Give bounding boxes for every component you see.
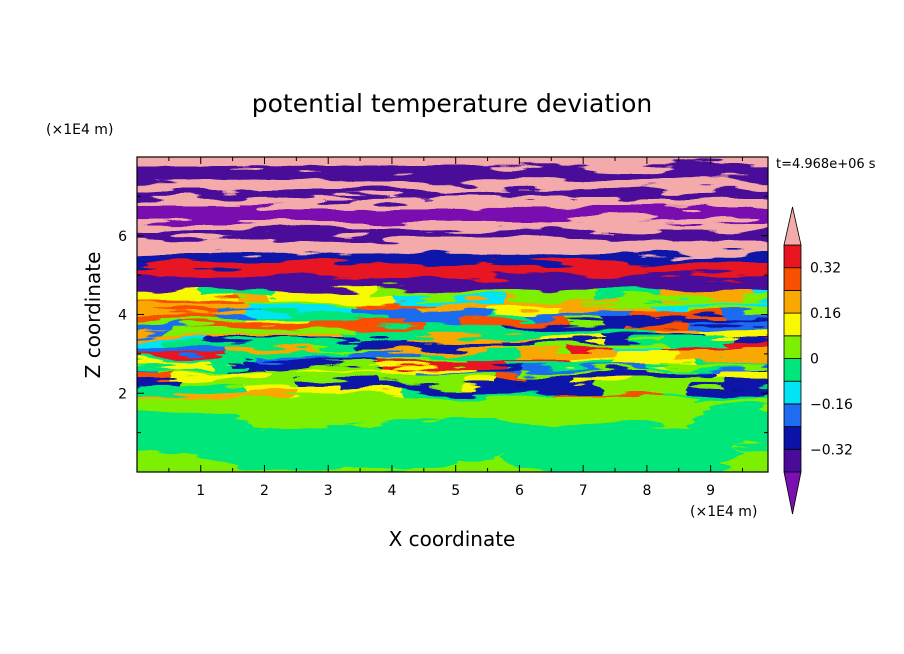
x-tick-label: 4: [387, 483, 396, 499]
x-tick: 5: [451, 157, 460, 499]
colorbar-label: 0: [810, 352, 819, 368]
colorbar-segment: [783, 244, 802, 269]
colorbar-extend-bottom: [783, 471, 802, 515]
x-axis-label: X coordinate: [389, 527, 516, 551]
x-tick: 9: [706, 157, 715, 499]
x-unit-label: (×1E4 m): [690, 504, 757, 520]
chart-title: potential temperature deviation: [252, 89, 652, 118]
y-tick: 4: [118, 308, 768, 324]
colorbar-label: −0.32: [810, 442, 853, 458]
x-tick: 2: [260, 157, 269, 499]
colorbar-label: −0.16: [810, 397, 853, 413]
x-tick-label: 1: [196, 483, 205, 499]
x-tick-label: 3: [324, 483, 333, 499]
colorbar: 0.32 0.16 0 −0.16 −0.32: [783, 206, 853, 515]
colorbar-segment: [783, 403, 802, 427]
x-tick-label: 9: [706, 483, 715, 499]
colorbar-segment: [783, 289, 802, 314]
time-label: t=4.968e+06 s: [776, 157, 876, 172]
x-tick: 8: [642, 157, 651, 499]
colorbar-segment: [783, 358, 802, 382]
colorbar-label: 0.16: [810, 306, 841, 322]
y-axis-label: Z coordinate: [81, 252, 105, 379]
colorbar-segment: [783, 448, 802, 473]
x-axis: 1 2 3 4 5 6 7 8 9: [168, 157, 744, 499]
colorbar-extend-top: [783, 206, 802, 246]
x-tick: 7: [579, 157, 588, 499]
x-tick-label: 7: [579, 483, 588, 499]
colorbar-segment: [783, 267, 802, 291]
x-tick: 4: [387, 157, 396, 499]
x-tick: 3: [324, 157, 333, 499]
y-tick-label: 6: [118, 229, 127, 245]
x-tick: 6: [515, 157, 524, 499]
y-tick: 6: [118, 229, 768, 245]
y-tick-label: 2: [118, 386, 127, 402]
y-axis: 2 4 6: [118, 195, 768, 434]
colorbar-segment: [783, 312, 802, 337]
colorbar-segment: [783, 335, 802, 359]
x-tick-label: 6: [515, 483, 524, 499]
y-tick-label: 4: [118, 308, 127, 324]
x-tick-label: 8: [642, 483, 651, 499]
heatmap-field: [137, 157, 768, 472]
x-tick-label: 2: [260, 483, 269, 499]
y-unit-label: (×1E4 m): [46, 122, 113, 138]
y-tick: 2: [118, 386, 768, 402]
colorbar-segment: [783, 426, 802, 450]
colorbar-segment: [783, 380, 802, 405]
x-tick: 1: [196, 157, 205, 499]
x-tick-label: 5: [451, 483, 460, 499]
colorbar-label: 0.32: [810, 261, 841, 277]
